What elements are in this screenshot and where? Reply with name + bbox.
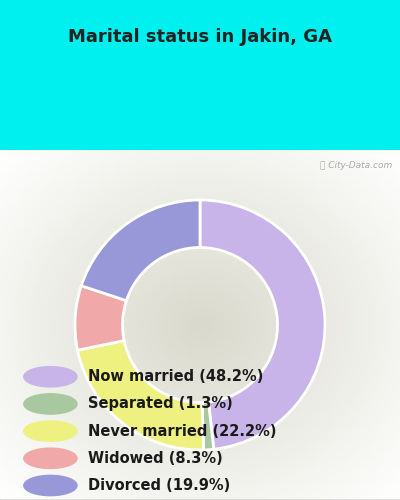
Circle shape <box>24 394 77 414</box>
Circle shape <box>24 448 77 468</box>
Wedge shape <box>78 340 204 450</box>
Wedge shape <box>200 200 325 449</box>
Text: Separated (1.3%): Separated (1.3%) <box>88 396 233 411</box>
Wedge shape <box>81 200 200 300</box>
Text: Marital status in Jakin, GA: Marital status in Jakin, GA <box>68 28 332 46</box>
Text: Ⓢ City-Data.com: Ⓢ City-Data.com <box>320 160 392 170</box>
Text: Now married (48.2%): Now married (48.2%) <box>88 369 264 384</box>
Wedge shape <box>75 286 126 350</box>
Circle shape <box>24 476 77 496</box>
Text: Never married (22.2%): Never married (22.2%) <box>88 424 277 438</box>
Wedge shape <box>202 402 214 450</box>
Text: Widowed (8.3%): Widowed (8.3%) <box>88 451 223 466</box>
Circle shape <box>24 421 77 442</box>
Text: Divorced (19.9%): Divorced (19.9%) <box>88 478 231 493</box>
Circle shape <box>24 366 77 387</box>
